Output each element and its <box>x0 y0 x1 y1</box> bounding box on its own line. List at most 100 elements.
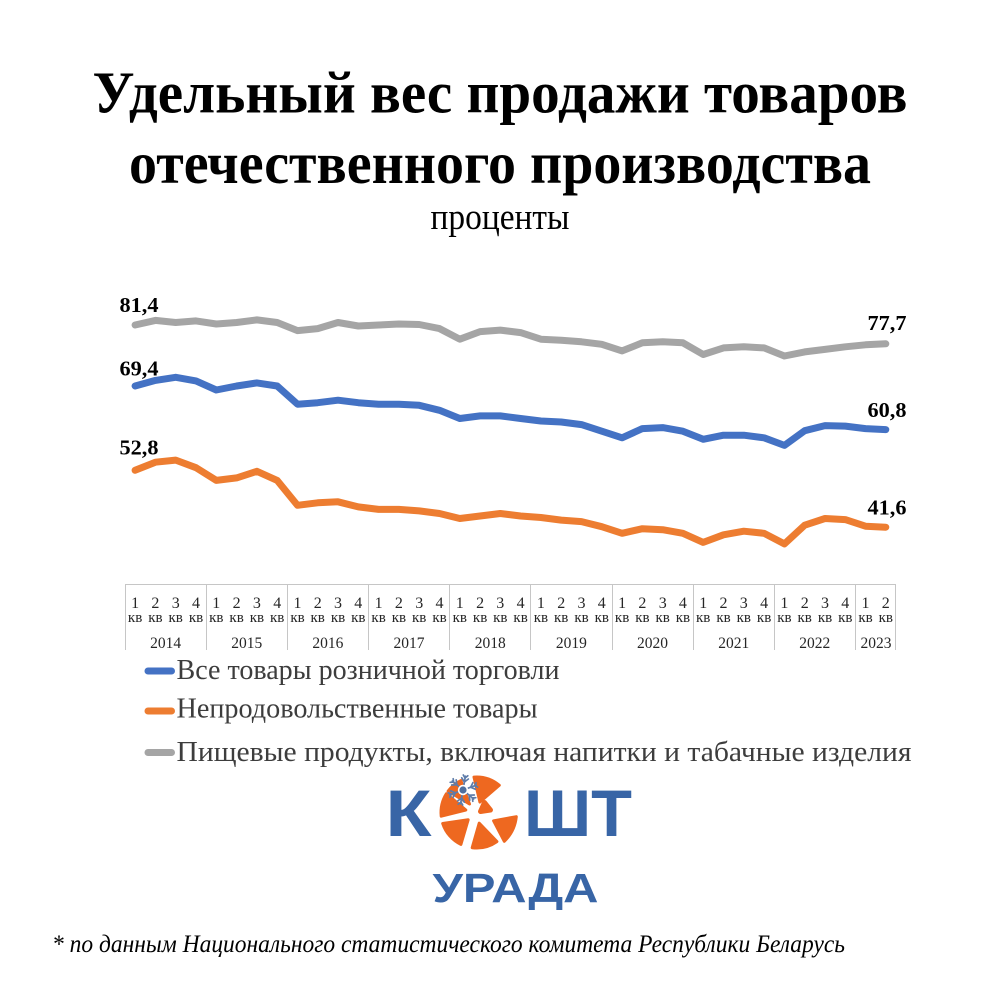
svg-text:кв: кв <box>716 610 730 626</box>
svg-text:41,6: 41,6 <box>868 496 907 520</box>
svg-text:1: 1 <box>780 595 788 612</box>
svg-text:2: 2 <box>476 595 484 612</box>
svg-text:2: 2 <box>882 595 890 612</box>
svg-text:кв: кв <box>595 610 609 626</box>
svg-text:К: К <box>386 776 433 850</box>
svg-text:кв: кв <box>371 610 385 626</box>
svg-text:4: 4 <box>841 595 849 612</box>
svg-text:2020: 2020 <box>637 635 668 652</box>
svg-text:кв: кв <box>838 610 852 626</box>
svg-text:3: 3 <box>253 595 261 612</box>
svg-text:кв: кв <box>169 610 183 626</box>
svg-text:2: 2 <box>638 595 646 612</box>
svg-text:кв: кв <box>250 610 264 626</box>
svg-text:1: 1 <box>212 595 220 612</box>
svg-text:3: 3 <box>659 595 667 612</box>
svg-text:кв: кв <box>148 610 162 626</box>
svg-text:4: 4 <box>273 595 281 612</box>
svg-text:кв: кв <box>554 610 568 626</box>
svg-text:2015: 2015 <box>231 635 262 652</box>
svg-text:кв: кв <box>493 610 507 626</box>
svg-text:кв: кв <box>818 610 832 626</box>
svg-text:2: 2 <box>557 595 565 612</box>
svg-text:4: 4 <box>192 595 200 612</box>
svg-text:2014: 2014 <box>150 635 181 652</box>
svg-text:1: 1 <box>699 595 707 612</box>
svg-text:1: 1 <box>618 595 626 612</box>
svg-text:кв: кв <box>432 610 446 626</box>
svg-text:кв: кв <box>656 610 670 626</box>
svg-text:кв: кв <box>453 610 467 626</box>
svg-text:2019: 2019 <box>556 635 587 652</box>
svg-text:проценты: проценты <box>431 197 570 238</box>
svg-text:отечественного производства: отечественного производства <box>129 130 871 196</box>
svg-text:3: 3 <box>334 595 342 612</box>
svg-text:Непродовольственные товары: Непродовольственные товары <box>177 694 538 725</box>
svg-text:Все товары розничной торговли: Все товары розничной торговли <box>177 655 560 686</box>
svg-text:кв: кв <box>574 610 588 626</box>
svg-text:4: 4 <box>679 595 687 612</box>
svg-text:кв: кв <box>189 610 203 626</box>
svg-text:2017: 2017 <box>394 635 425 652</box>
svg-text:2: 2 <box>395 595 403 612</box>
svg-text:2021: 2021 <box>718 635 749 652</box>
svg-text:2016: 2016 <box>312 635 343 652</box>
svg-text:* по данным Национального стат: * по данным Национального статистическог… <box>52 931 845 958</box>
svg-text:3: 3 <box>740 595 748 612</box>
svg-text:кв: кв <box>858 610 872 626</box>
svg-text:кв: кв <box>209 610 223 626</box>
svg-text:кв: кв <box>676 610 690 626</box>
svg-text:3: 3 <box>172 595 180 612</box>
svg-text:2: 2 <box>151 595 159 612</box>
svg-text:60,8: 60,8 <box>868 398 907 422</box>
svg-text:кв: кв <box>635 610 649 626</box>
svg-text:кв: кв <box>513 610 527 626</box>
svg-text:3: 3 <box>496 595 504 612</box>
svg-text:1: 1 <box>131 595 139 612</box>
svg-text:1: 1 <box>862 595 870 612</box>
svg-text:кв: кв <box>270 610 284 626</box>
svg-text:кв: кв <box>351 610 365 626</box>
svg-text:2: 2 <box>720 595 728 612</box>
svg-text:Удельный вес продажи товаров: Удельный вес продажи товаров <box>93 60 908 126</box>
svg-text:81,4: 81,4 <box>120 293 160 317</box>
svg-text:4: 4 <box>598 595 606 612</box>
svg-text:кв: кв <box>757 610 771 626</box>
svg-text:4: 4 <box>436 595 444 612</box>
svg-text:1: 1 <box>294 595 302 612</box>
svg-text:4: 4 <box>517 595 525 612</box>
svg-text:2: 2 <box>801 595 809 612</box>
svg-text:2: 2 <box>233 595 241 612</box>
svg-text:кв: кв <box>879 610 893 626</box>
svg-text:4: 4 <box>760 595 768 612</box>
svg-text:1: 1 <box>537 595 545 612</box>
svg-text:2022: 2022 <box>799 635 830 652</box>
svg-text:ШТ: ШТ <box>524 776 632 850</box>
svg-text:кв: кв <box>412 610 426 626</box>
svg-text:69,4: 69,4 <box>120 357 160 381</box>
svg-text:кв: кв <box>737 610 751 626</box>
svg-text:52,8: 52,8 <box>120 436 159 460</box>
svg-text:1: 1 <box>456 595 464 612</box>
svg-text:кв: кв <box>392 610 406 626</box>
svg-text:кв: кв <box>311 610 325 626</box>
svg-text:2018: 2018 <box>475 635 506 652</box>
svg-text:4: 4 <box>354 595 362 612</box>
svg-text:кв: кв <box>128 610 142 626</box>
svg-text:3: 3 <box>415 595 423 612</box>
svg-text:3: 3 <box>821 595 829 612</box>
svg-text:77,7: 77,7 <box>868 311 907 335</box>
svg-text:УРАДА: УРАДА <box>433 865 599 911</box>
svg-text:кв: кв <box>798 610 812 626</box>
svg-text:3: 3 <box>578 595 586 612</box>
svg-text:2: 2 <box>314 595 322 612</box>
svg-text:Пищевые продукты, включая напи: Пищевые продукты, включая напитки и таба… <box>177 737 912 768</box>
svg-text:кв: кв <box>290 610 304 626</box>
svg-text:кв: кв <box>473 610 487 626</box>
svg-text:кв: кв <box>696 610 710 626</box>
svg-text:кв: кв <box>331 610 345 626</box>
svg-text:кв: кв <box>534 610 548 626</box>
svg-text:2023: 2023 <box>861 635 892 652</box>
svg-text:кв: кв <box>777 610 791 626</box>
svg-text:1: 1 <box>375 595 383 612</box>
